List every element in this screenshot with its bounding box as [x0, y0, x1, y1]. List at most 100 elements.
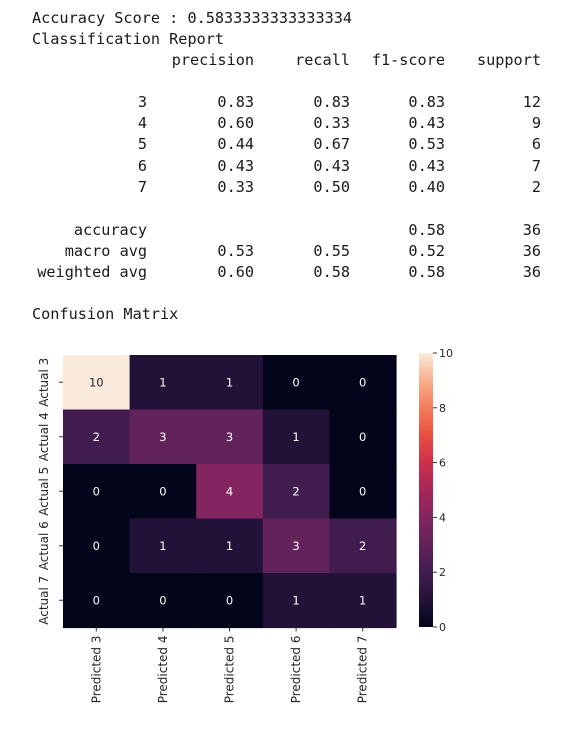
report-summary-support: 36 [522, 221, 541, 239]
report-summary-precision: 0.53 [217, 242, 254, 261]
heatmap-cell-r3-c5 [329, 464, 397, 520]
report-row-support: 9 [531, 114, 541, 133]
colorbar-tick-label: 6 [439, 457, 446, 470]
heatmap-cell-r2-c2 [129, 409, 197, 465]
report-row-f1: 0.83 [408, 93, 445, 111]
colorbar-tick-label: 10 [439, 347, 453, 360]
x-tick-label: Predicted 6 [289, 636, 303, 704]
report-row-f1: 0.53 [408, 135, 445, 154]
heatmap-cell-r2-c3 [196, 409, 264, 465]
heatmap-cell-r5-c3 [196, 573, 264, 629]
heatmap-annotation: 1 [359, 593, 366, 607]
report-title: Classification Report [32, 30, 225, 48]
heatmap-annotation: 3 [292, 539, 299, 553]
report-row-support: 7 [531, 156, 541, 175]
classification-report: Accuracy Score : 0.5833333333333334 Class… [0, 0, 574, 330]
heatmap-cell-r5-c1 [63, 573, 131, 629]
colorbar-tick-label: 0 [439, 621, 446, 634]
heatmap-cell-r1-c3 [196, 355, 264, 411]
heatmap-annotation: 1 [159, 375, 166, 389]
report-header-precision: precision [171, 51, 254, 69]
report-row-recall: 0.43 [313, 156, 350, 175]
x-tick-label: Predicted 3 [89, 636, 103, 704]
heatmap-cell-r1-c2 [129, 355, 197, 411]
heatmap-annotation: 1 [226, 539, 233, 553]
heatmap-cell-r4-c2 [129, 518, 197, 574]
heatmap-annotation: 0 [359, 375, 366, 389]
heatmap-cell-r2-c1 [63, 409, 131, 465]
heatmap-annotation: 3 [159, 430, 166, 444]
report-summary-f1: 0.58 [408, 263, 445, 282]
report-summary-f1: 0.52 [408, 242, 445, 261]
report-header-support: support [476, 51, 541, 69]
report-row-recall: 0.33 [313, 114, 350, 133]
report-row-f1: 0.43 [408, 156, 445, 175]
heatmap-annotation: 1 [159, 539, 166, 553]
report-row-f1: 0.43 [408, 114, 445, 133]
report-summary-recall: 0.58 [313, 263, 350, 282]
heatmap-cell-r4-c4 [262, 518, 330, 574]
colorbar-tick-label: 4 [439, 511, 446, 524]
report-row-precision: 0.33 [217, 177, 254, 196]
x-tick-label: Predicted 4 [156, 636, 170, 704]
heatmap-annotation: 0 [93, 539, 100, 553]
report-row-label: 5 [137, 135, 147, 154]
report-row-precision: 0.44 [217, 135, 254, 154]
heatmap-cell-r3-c4 [262, 464, 330, 520]
heatmap-cell-r1-c1 [63, 355, 131, 411]
report-summary-recall: 0.55 [313, 242, 350, 261]
heatmap-annotation: 2 [93, 430, 100, 444]
y-tick-label: Actual 7 [37, 576, 51, 625]
report-summary-precision: 0.60 [217, 263, 254, 282]
heatmap-cell-r1-c4 [262, 355, 330, 411]
heatmap-annotation: 0 [292, 375, 299, 389]
heatmap-annotation: 3 [226, 430, 233, 444]
x-tick-label: Predicted 5 [223, 636, 237, 704]
heatmap-cell-r5-c5 [329, 573, 397, 629]
report-row-f1: 0.40 [408, 177, 445, 196]
y-tick-label: Actual 4 [37, 412, 51, 461]
heatmap-annotation: 0 [159, 593, 166, 607]
report-summary-support: 36 [522, 242, 541, 261]
colorbar-tick-label: 2 [439, 566, 446, 579]
report-row-recall: 0.67 [313, 135, 350, 154]
confusion-matrix-title: Confusion Matrix [32, 305, 179, 323]
report-row-label: 6 [137, 156, 147, 175]
heatmap-cell-r3-c2 [129, 464, 197, 520]
heatmap-annotation: 0 [359, 484, 366, 498]
x-tick-label: Predicted 7 [356, 636, 370, 704]
report-header-recall: recall [295, 51, 350, 69]
report-row-recall: 0.50 [313, 177, 350, 196]
report-summary-label-accuracy: accuracy [73, 221, 147, 239]
y-tick-label: Actual 3 [37, 358, 51, 407]
heatmap-annotation: 0 [93, 593, 100, 607]
colorbar [419, 353, 433, 627]
heatmap-annotation: 0 [93, 484, 100, 498]
heatmap-annotation: 0 [226, 593, 233, 607]
report-summary-label-weighted-avg: weighted avg [37, 263, 147, 282]
accuracy-score-line: Accuracy Score : 0.5833333333333334 [32, 9, 353, 27]
report-summary-f1: 0.58 [408, 221, 445, 239]
heatmap-cell-r3-c1 [63, 464, 131, 520]
report-row-label: 3 [137, 93, 147, 111]
y-tick-label: Actual 6 [37, 521, 51, 570]
report-row-label: 7 [137, 177, 147, 196]
y-tick-label: Actual 5 [37, 467, 51, 516]
heatmap-annotation: 10 [89, 375, 104, 389]
heatmap-annotation: 1 [292, 430, 299, 444]
colorbar-tick-label: 8 [439, 402, 446, 415]
report-header-f1score: f1-score [371, 51, 445, 69]
report-row-label: 4 [137, 114, 147, 133]
heatmap-cell-r3-c3 [196, 464, 264, 520]
heatmap-cell-r5-c4 [262, 573, 330, 629]
report-summary-label-macro-avg: macro avg [64, 242, 147, 261]
heatmap-annotation: 4 [226, 484, 233, 498]
heatmap-annotation: 0 [359, 430, 366, 444]
heatmap-cell-r5-c2 [129, 573, 197, 629]
heatmap-cell-r4-c3 [196, 518, 264, 574]
heatmap-cell-r1-c5 [329, 355, 397, 411]
heatmap-cell-r2-c5 [329, 409, 397, 465]
heatmap-annotation: 2 [292, 484, 299, 498]
heatmap-cell-r4-c1 [63, 518, 131, 574]
